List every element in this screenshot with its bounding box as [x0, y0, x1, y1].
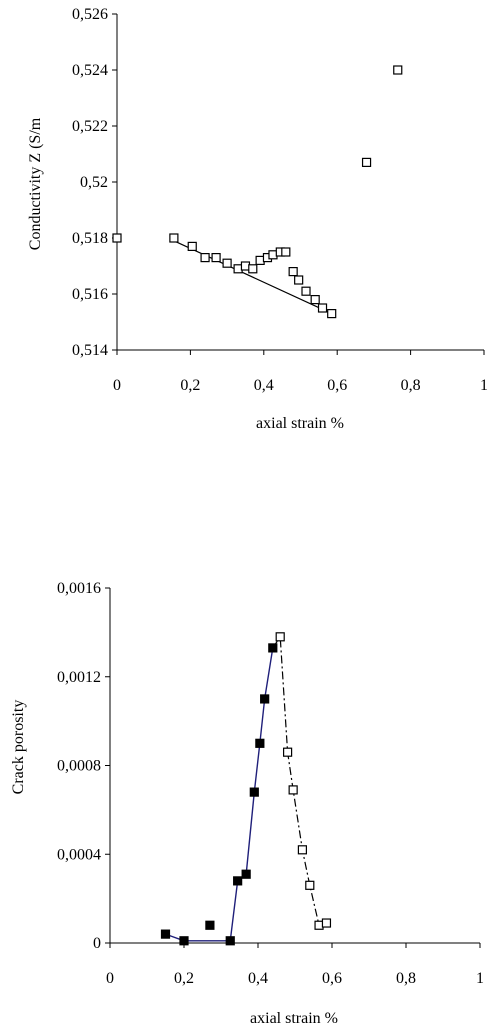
conductivity-y-axis-label: Conductivity Z (S/m [27, 117, 44, 250]
conductivity-axes [112, 13, 485, 355]
y-tick-label: 0,0016 [57, 580, 101, 597]
crack-porosity-axes [105, 587, 481, 948]
x-tick-label: 0,6 [322, 970, 342, 987]
filled-data-point [255, 738, 265, 748]
x-tick-label: 1 [476, 970, 484, 987]
filled-data-point [249, 787, 259, 797]
data-point [310, 295, 320, 305]
data-point [301, 286, 311, 296]
filled-data-point [241, 869, 251, 879]
y-tick-label: 0,514 [72, 342, 108, 359]
open-series-line [272, 635, 327, 927]
filled-data-point [268, 643, 278, 653]
open-data-point [275, 632, 285, 642]
conductivity-x-axis-label: axial strain % [256, 415, 344, 432]
conductivity-chart: 0,514 0,516 0,518 0,52 0,522 0,524 0,526 0 0,2 0,… [27, 6, 488, 432]
data-point [281, 247, 291, 257]
open-data-point [297, 845, 307, 855]
data-point [327, 309, 337, 319]
y-tick-label: 0,0012 [57, 669, 101, 686]
open-data-point [314, 920, 324, 930]
crack-porosity-data-marks [160, 632, 332, 946]
y-tick-label: 0 [93, 935, 101, 952]
x-tick-label: 0,6 [327, 377, 347, 394]
open-data-point [321, 918, 332, 928]
crack-porosity-tick-labels: 0 0,0004 0,0008 0,0012 0,0016 0 0,2 0,4 0,6 0,8 1 [57, 580, 484, 987]
filled-data-point [233, 876, 243, 886]
x-tick-label: 1 [480, 377, 488, 394]
data-point [393, 65, 403, 75]
x-tick-label: 0,2 [174, 970, 194, 987]
data-point [200, 253, 210, 263]
x-tick-label: 0,8 [401, 377, 421, 394]
data-point [169, 233, 179, 243]
data-point [112, 233, 122, 243]
data-point [288, 267, 298, 277]
y-tick-label: 0,0008 [57, 758, 101, 775]
y-tick-label: 0,0004 [57, 846, 101, 863]
y-tick-label: 0,524 [72, 62, 108, 79]
open-data-point [283, 747, 293, 757]
crack-porosity-y-axis-label: Crack porosity [10, 700, 27, 795]
conductivity-data-marks [112, 65, 403, 319]
y-tick-label: 0,526 [72, 6, 108, 23]
crack-porosity-x-axis-label: axial strain % [250, 1010, 338, 1027]
filled-data-point [179, 936, 189, 946]
x-tick-label: 0,2 [180, 377, 200, 394]
data-point [361, 157, 372, 167]
filled-data-point [225, 936, 235, 946]
x-tick-label: 0,4 [248, 970, 268, 987]
x-tick-label: 0 [106, 970, 114, 987]
data-point [248, 264, 258, 274]
open-data-point [288, 785, 298, 795]
filled-data-point [160, 929, 171, 939]
x-tick-label: 0,8 [396, 970, 416, 987]
data-point [211, 253, 221, 263]
y-tick-label: 0,52 [80, 174, 108, 191]
trend-line [173, 240, 332, 315]
filled-data-point [260, 694, 270, 704]
data-point [317, 303, 328, 313]
y-tick-label: 0,516 [72, 286, 108, 303]
y-tick-label: 0,522 [72, 118, 108, 135]
x-tick-label: 0,4 [254, 377, 274, 394]
x-tick-label: 0 [113, 377, 121, 394]
conductivity-tick-labels: 0,514 0,516 0,518 0,52 0,522 0,524 0,526 0 0,2 0,… [72, 6, 488, 394]
open-data-point [305, 880, 315, 890]
filled-data-point [205, 920, 215, 930]
data-point [294, 275, 304, 285]
data-point [187, 241, 197, 251]
data-point [222, 258, 232, 268]
y-tick-label: 0,518 [72, 230, 108, 247]
